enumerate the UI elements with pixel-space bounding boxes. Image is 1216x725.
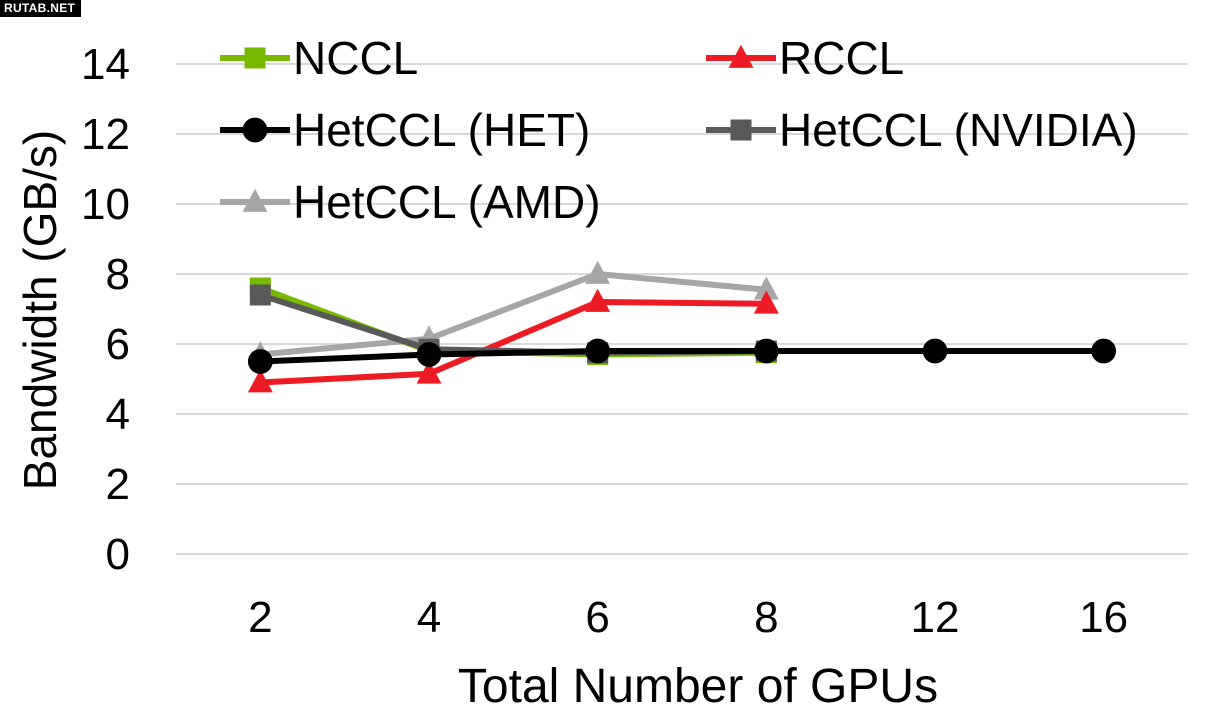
data-point bbox=[416, 360, 442, 384]
y-tick-label: 14 bbox=[81, 40, 130, 89]
x-tick-label: 6 bbox=[585, 593, 609, 642]
data-point bbox=[249, 284, 271, 306]
x-tick-label: 4 bbox=[417, 593, 441, 642]
legend-item: NCCL bbox=[220, 32, 418, 84]
data-point bbox=[753, 338, 779, 364]
legend-label: HetCCL (NVIDIA) bbox=[779, 104, 1138, 156]
series-line bbox=[257, 271, 770, 358]
x-axis-ticks: 2 4 6 8 12 16 bbox=[248, 593, 1128, 642]
data-point bbox=[585, 260, 611, 284]
legend-marker bbox=[242, 117, 268, 143]
legend-label: NCCL bbox=[293, 32, 418, 84]
legend-marker bbox=[242, 188, 268, 212]
series-lines bbox=[247, 260, 1117, 393]
series-hetccl-het bbox=[247, 338, 1117, 374]
watermark-label: RUTAB.NET bbox=[0, 0, 82, 17]
series-rccl bbox=[247, 288, 779, 393]
x-tick-label: 12 bbox=[911, 593, 960, 642]
legend-marker bbox=[730, 119, 752, 141]
data-point bbox=[753, 290, 779, 314]
y-tick-label: 12 bbox=[81, 110, 130, 159]
data-point bbox=[247, 369, 273, 393]
y-tick-label: 0 bbox=[106, 530, 130, 579]
y-tick-label: 4 bbox=[106, 390, 130, 439]
legend-item: HetCCL (NVIDIA) bbox=[706, 104, 1138, 156]
legend-label: HetCCL (HET) bbox=[293, 104, 590, 156]
y-axis-label: Bandwidth (GB/s) bbox=[14, 130, 66, 490]
legend-item: HetCCL (HET) bbox=[220, 104, 590, 156]
x-axis-label: Total Number of GPUs bbox=[458, 660, 938, 713]
data-point bbox=[247, 349, 273, 374]
data-point bbox=[753, 276, 779, 300]
data-point bbox=[416, 342, 442, 367]
x-tick-label: 2 bbox=[248, 593, 272, 642]
y-tick-label: 8 bbox=[106, 250, 130, 299]
x-tick-label: 8 bbox=[754, 593, 778, 642]
data-point bbox=[922, 338, 948, 364]
legend-item: HetCCL (AMD) bbox=[220, 176, 601, 228]
y-tick-label: 10 bbox=[81, 180, 130, 229]
series-line bbox=[257, 299, 770, 386]
legend: NCCL RCCL HetCCL (HET) HetCCL (NVIDIA) HetCC… bbox=[220, 32, 1138, 228]
data-point bbox=[1091, 338, 1117, 364]
data-point bbox=[585, 338, 611, 364]
legend-marker bbox=[728, 44, 754, 68]
series-line bbox=[257, 348, 1107, 365]
gridlines bbox=[176, 63, 1188, 555]
y-tick-label: 6 bbox=[106, 320, 130, 369]
data-point bbox=[585, 288, 611, 312]
x-tick-label: 16 bbox=[1079, 593, 1128, 642]
legend-item: RCCL bbox=[706, 32, 904, 84]
y-axis-ticks: 0 2 4 6 8 10 12 14 bbox=[81, 40, 130, 579]
legend-label: HetCCL (AMD) bbox=[293, 176, 601, 228]
legend-marker bbox=[244, 47, 266, 69]
legend-label: RCCL bbox=[779, 32, 904, 84]
y-tick-label: 2 bbox=[106, 460, 130, 509]
